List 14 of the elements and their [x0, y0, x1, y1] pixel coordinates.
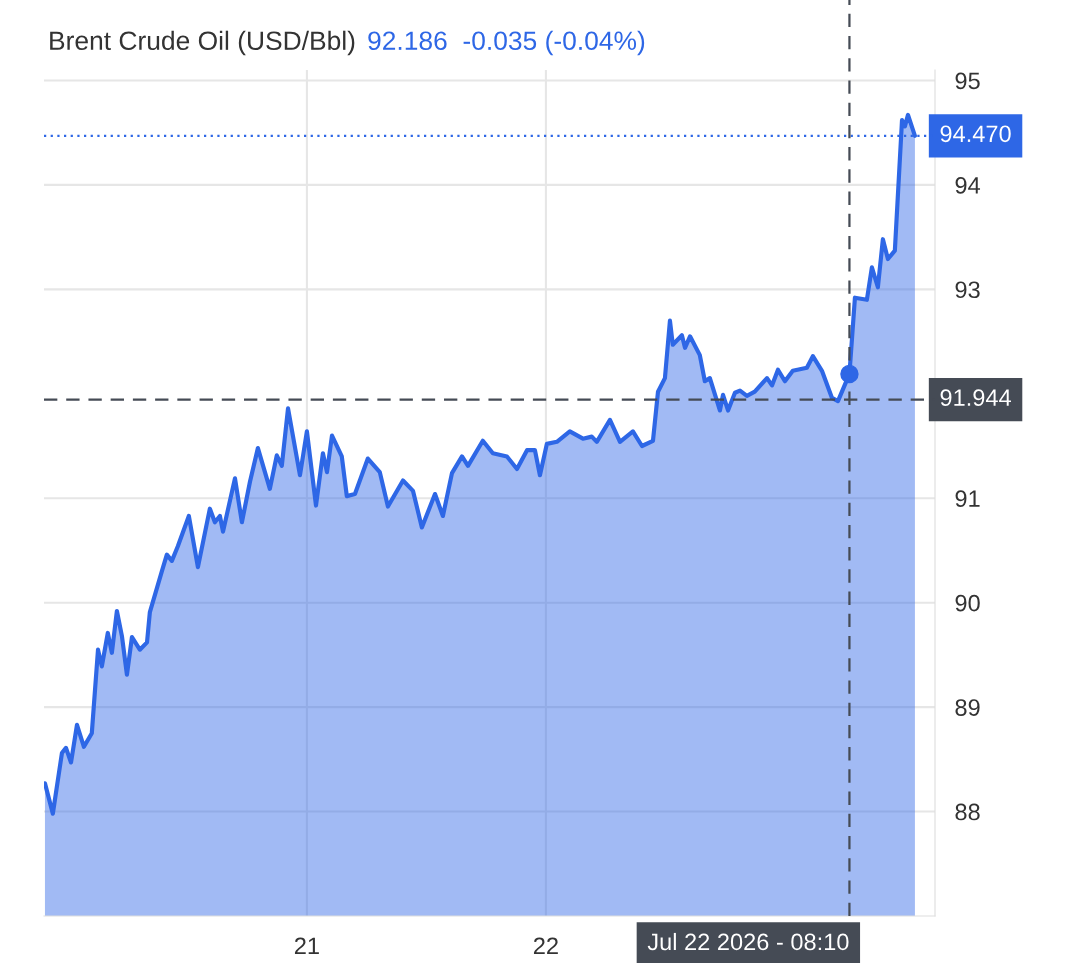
chart-title: Brent Crude Oil (USD/Bbl): [50, 30, 355, 56]
y-tick-label: 93: [955, 281, 980, 299]
y-tick-label: 88: [955, 803, 980, 821]
y-tick-label: 94: [955, 176, 981, 194]
text: Jul 22 2026 - 08:10: [647, 932, 849, 951]
x-tick-label: 21: [294, 937, 319, 954]
ref-line-label: 91.944: [940, 389, 1011, 406]
chart-subtitle: 92.186 -0.035 (-0.04%): [368, 30, 645, 56]
x-tick-label: 22: [533, 937, 558, 954]
y-tick-label: 90: [955, 594, 980, 612]
y-tick-label: 95: [955, 72, 980, 90]
y-tick-label: 89: [955, 699, 980, 716]
y-tick-label: 91: [955, 490, 980, 508]
ref-line-label: 94.470: [940, 125, 1011, 143]
